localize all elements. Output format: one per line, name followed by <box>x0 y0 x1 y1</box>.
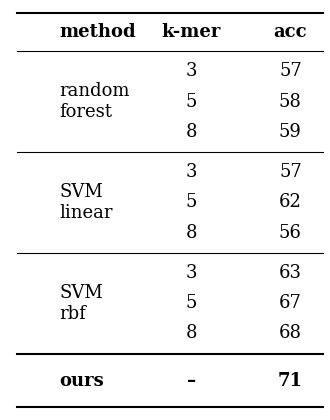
Text: 3: 3 <box>186 63 197 80</box>
Text: 59: 59 <box>279 123 302 141</box>
Text: SVM
linear: SVM linear <box>59 183 113 222</box>
Text: ours: ours <box>59 372 104 389</box>
Text: 58: 58 <box>279 93 302 110</box>
Text: 67: 67 <box>279 294 302 312</box>
Text: 3: 3 <box>186 264 197 282</box>
Text: method: method <box>59 23 136 41</box>
Text: SVM
rbf: SVM rbf <box>59 284 103 323</box>
Text: 63: 63 <box>279 264 302 282</box>
Text: 62: 62 <box>279 194 302 211</box>
Text: 8: 8 <box>186 325 197 342</box>
Text: k-mer: k-mer <box>162 23 221 41</box>
Text: 8: 8 <box>186 224 197 241</box>
Text: 68: 68 <box>279 325 302 342</box>
Text: 5: 5 <box>186 294 197 312</box>
Text: acc: acc <box>274 23 307 41</box>
Text: 56: 56 <box>279 224 302 241</box>
Text: 8: 8 <box>186 123 197 141</box>
Text: 57: 57 <box>279 163 302 181</box>
Text: 5: 5 <box>186 194 197 211</box>
Text: –: – <box>187 372 196 389</box>
Text: 5: 5 <box>186 93 197 110</box>
Text: 71: 71 <box>278 372 303 389</box>
Text: random
forest: random forest <box>59 82 130 121</box>
Text: 57: 57 <box>279 63 302 80</box>
Text: 3: 3 <box>186 163 197 181</box>
